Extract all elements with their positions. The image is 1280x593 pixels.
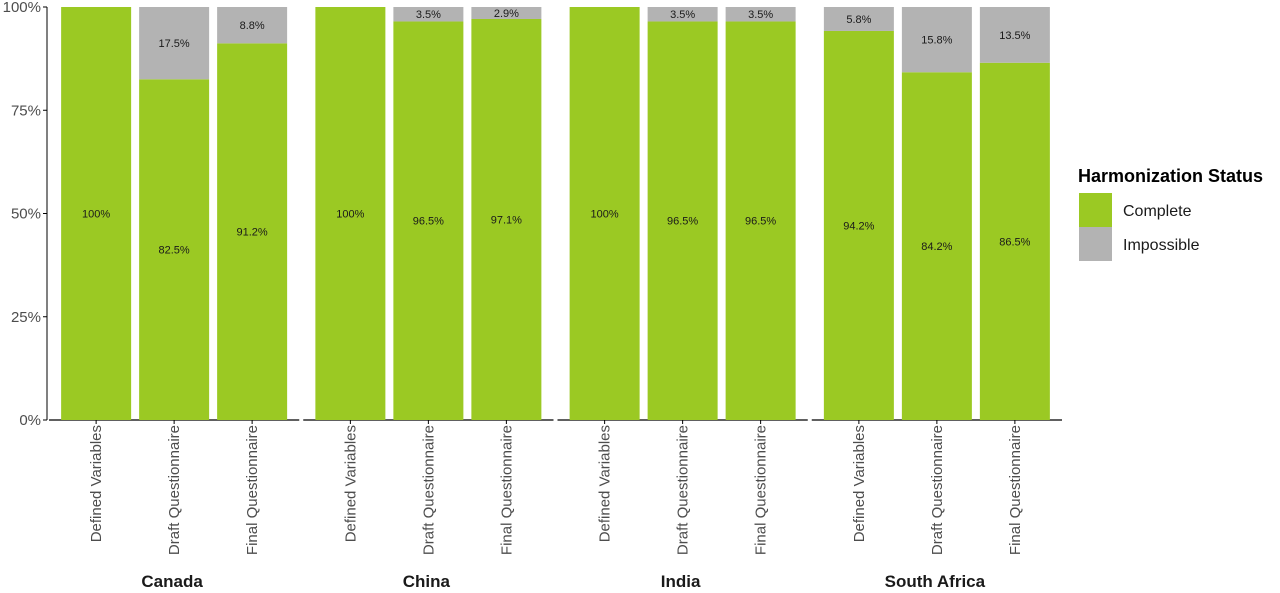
bar-complete [823,30,894,420]
x-tick-label: Final Questionnaire [1007,425,1024,555]
facet-label: India [661,572,701,591]
y-tick-label: 25% [11,309,41,326]
bar-impossible [725,7,796,22]
data-label-impossible: 8.8% [240,20,265,32]
bar-impossible [901,7,972,73]
legend-key-impossible [1079,227,1112,261]
y-tick-label: 0% [19,412,41,429]
x-tick-label: Final Questionnaire [244,425,261,555]
bar-complete [139,79,210,421]
legend-label: Impossible [1123,237,1200,254]
bar-impossible [823,7,894,31]
bar-complete [569,7,640,420]
data-label-complete: 82.5% [159,245,190,257]
data-label-complete: 100% [336,209,364,221]
bar-impossible [471,7,542,19]
data-label-complete: 96.5% [745,216,776,228]
data-label-impossible: 5.8% [846,14,871,26]
data-label-impossible: 3.5% [670,9,695,21]
bar-impossible [979,7,1050,63]
bar-impossible [139,7,210,80]
data-label-complete: 84.2% [921,241,952,253]
x-tick-label: Draft Questionnaire [420,425,437,555]
legend-key-complete [1079,193,1112,227]
data-label-complete: 97.1% [491,214,522,226]
bar-complete [393,21,464,421]
legend-title: Harmonization Status [1078,166,1263,186]
bar-complete [315,7,386,420]
y-tick-label: 75% [11,102,41,119]
data-label-impossible: 2.9% [494,8,519,20]
x-tick-label: Defined Variables [88,425,105,542]
bar-complete [61,7,132,420]
data-label-complete: 86.5% [999,236,1030,248]
bar-complete [725,21,796,421]
x-tick-label: Defined Variables [851,425,868,542]
y-tick-label: 100% [3,0,41,16]
data-label-complete: 96.5% [413,216,444,228]
x-tick-label: Final Questionnaire [753,425,770,555]
x-tick-label: Draft Questionnaire [929,425,946,555]
x-tick-label: Defined Variables [342,425,359,542]
facet-label: China [403,572,451,591]
bar-complete [901,72,972,420]
bar-impossible [217,7,288,44]
legend-label: Complete [1123,203,1192,220]
x-tick-label: Draft Questionnaire [166,425,183,555]
facet-label: Canada [141,572,203,591]
data-label-impossible: 17.5% [159,38,190,50]
data-label-complete: 100% [591,209,619,221]
bar-complete [979,62,1050,420]
x-tick-label: Defined Variables [597,425,614,542]
data-label-complete: 100% [82,209,110,221]
data-label-complete: 94.2% [843,220,874,232]
y-tick-label: 50% [11,206,41,223]
bar-complete [217,43,288,421]
x-tick-label: Final Questionnaire [498,425,515,555]
facet-label: South Africa [885,572,986,591]
data-label-impossible: 13.5% [999,30,1030,42]
data-label-impossible: 15.8% [921,35,952,47]
bar-impossible [647,7,718,22]
data-label-impossible: 3.5% [416,9,441,21]
bar-complete [647,21,718,421]
x-tick-label: Draft Questionnaire [675,425,692,555]
data-label-complete: 91.2% [237,227,268,239]
data-label-impossible: 3.5% [748,9,773,21]
bar-complete [471,18,542,421]
data-label-complete: 96.5% [667,216,698,228]
bar-impossible [393,7,464,22]
